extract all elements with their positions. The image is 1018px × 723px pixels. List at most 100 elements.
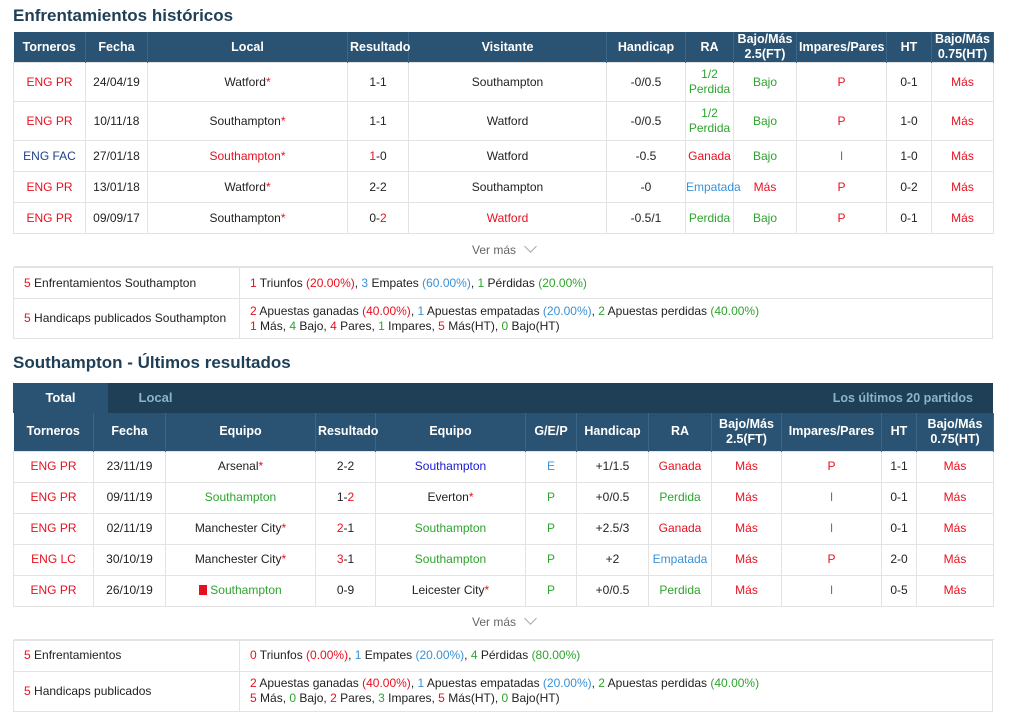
- losses: 4: [470, 648, 478, 662]
- home-team[interactable]: Southampton*: [147, 140, 348, 172]
- handicap: +0/0.5: [576, 481, 649, 514]
- team-name: Watford: [224, 74, 266, 89]
- col-header: Equipo: [375, 413, 526, 451]
- odd-even: P: [781, 543, 882, 576]
- away-team[interactable]: Watford: [408, 101, 607, 141]
- away-team[interactable]: Southampton: [375, 450, 526, 483]
- league-link[interactable]: ENG LC: [13, 543, 94, 576]
- even-count: 2: [330, 691, 337, 705]
- team-name: Watford: [224, 179, 266, 194]
- star-icon: *: [281, 521, 287, 535]
- league-link[interactable]: ENG PR: [13, 450, 94, 483]
- bets-won: 2: [250, 303, 257, 318]
- odd-label: Impares,: [384, 691, 439, 705]
- more-label: Ver más: [471, 615, 516, 629]
- over-count: 5: [250, 691, 257, 705]
- draws: 3: [361, 275, 369, 290]
- score[interactable]: 1-1: [347, 62, 409, 102]
- more-label: Ver más: [471, 242, 516, 257]
- bets-lost: 2: [598, 303, 605, 318]
- under-count: 4: [289, 318, 297, 333]
- away-team[interactable]: Leicester City*: [375, 574, 526, 607]
- odd-label: Impares,: [384, 318, 439, 333]
- away-team[interactable]: Everton*: [375, 481, 526, 514]
- star-icon: *: [280, 210, 286, 225]
- more-button[interactable]: Ver más: [13, 605, 994, 640]
- h2h-header-row: Torneros Fecha Local Resultado Visitante…: [13, 32, 994, 63]
- chevron-down-icon: [524, 612, 537, 625]
- score[interactable]: 2-2: [347, 171, 409, 203]
- home-team[interactable]: Manchester City*: [165, 543, 316, 576]
- handicap: -0.5: [606, 140, 686, 172]
- odd-even: P: [796, 202, 887, 234]
- col-header: Resultado: [347, 32, 410, 63]
- over-under-ht: Más: [916, 574, 994, 607]
- away-goals: 1: [380, 113, 387, 128]
- wins-label: Triunfos: [256, 648, 307, 662]
- half-time: 0-1: [881, 512, 917, 545]
- match-date: 09/09/17: [85, 202, 148, 234]
- home-team[interactable]: Southampton*: [147, 202, 348, 234]
- handicap: -0: [606, 171, 686, 203]
- home-team[interactable]: Southampton: [165, 574, 316, 607]
- score[interactable]: 1-2: [315, 481, 376, 514]
- table-row: ENG PR 26/10/19 Southampton 0-9 Leiceste…: [13, 574, 994, 607]
- under-count: 0: [289, 691, 297, 705]
- league-link[interactable]: ENG PR: [13, 512, 94, 545]
- score[interactable]: 2-2: [315, 450, 376, 483]
- league-link[interactable]: ENG FAC: [13, 140, 86, 172]
- score[interactable]: 0-2: [347, 202, 409, 234]
- league-link[interactable]: ENG PR: [13, 101, 86, 141]
- half-time: 2-0: [881, 543, 917, 576]
- match-date: 27/01/18: [85, 140, 148, 172]
- col-header: RA: [648, 413, 712, 451]
- summary-row: 5 Handicaps publicados Southampton 2 Apu…: [13, 298, 993, 339]
- league-link[interactable]: ENG PR: [13, 171, 86, 203]
- losses-label: Pérdidas: [484, 275, 539, 290]
- more-button[interactable]: Ver más: [13, 233, 994, 267]
- half-time: 0-2: [886, 171, 932, 203]
- home-goals: 3: [336, 552, 344, 566]
- star-icon: *: [281, 552, 287, 566]
- home-team[interactable]: Arsenal*: [165, 450, 316, 483]
- count: 5: [24, 311, 31, 325]
- score[interactable]: 1-0: [347, 140, 409, 172]
- away-team[interactable]: Southampton: [375, 512, 526, 545]
- h2h-table: Torneros Fecha Local Resultado Visitante…: [13, 32, 994, 267]
- tab-total[interactable]: Total: [13, 383, 108, 413]
- over-ht-count: 5: [438, 318, 445, 333]
- home-team[interactable]: Southampton*: [147, 101, 348, 141]
- home-team[interactable]: Manchester City*: [165, 512, 316, 545]
- col-header: Fecha: [93, 413, 166, 451]
- away-goals: 2: [380, 210, 387, 225]
- score[interactable]: 1-1: [347, 101, 409, 141]
- league-link[interactable]: ENG PR: [13, 62, 86, 102]
- score[interactable]: 3-1: [315, 543, 376, 576]
- odd-even: P: [781, 450, 882, 483]
- team-name: Arsenal: [217, 459, 259, 473]
- away-team[interactable]: Southampton: [408, 62, 607, 102]
- score[interactable]: 2-1: [315, 512, 376, 545]
- col-header: Handicap: [576, 413, 649, 451]
- even-count: 4: [330, 318, 337, 333]
- ra-result: 1/2 Perdida: [685, 62, 734, 102]
- home-team[interactable]: Watford*: [147, 171, 348, 203]
- tab-local[interactable]: Local: [138, 390, 173, 405]
- count: 5: [24, 683, 31, 698]
- table-row: ENG PR 13/01/18 Watford* 2-2 Southampton…: [13, 171, 994, 203]
- away-team[interactable]: Watford: [408, 140, 607, 172]
- bets-won-label: Apuestas ganadas: [256, 676, 363, 690]
- league-link[interactable]: ENG PR: [13, 202, 86, 234]
- col-header: Torneros: [13, 32, 86, 63]
- handicap: +0/0.5: [576, 574, 649, 607]
- away-team[interactable]: Southampton: [375, 543, 526, 576]
- away-team[interactable]: Southampton: [408, 171, 607, 203]
- league-link[interactable]: ENG PR: [13, 481, 94, 514]
- away-team[interactable]: Watford: [408, 202, 607, 234]
- odd-even: I: [781, 574, 882, 607]
- home-team[interactable]: Watford*: [147, 62, 348, 102]
- over-under-ht: Más: [916, 481, 994, 514]
- score[interactable]: 0-9: [315, 574, 376, 607]
- league-link[interactable]: ENG PR: [13, 574, 94, 607]
- home-team[interactable]: Southampton: [165, 481, 316, 514]
